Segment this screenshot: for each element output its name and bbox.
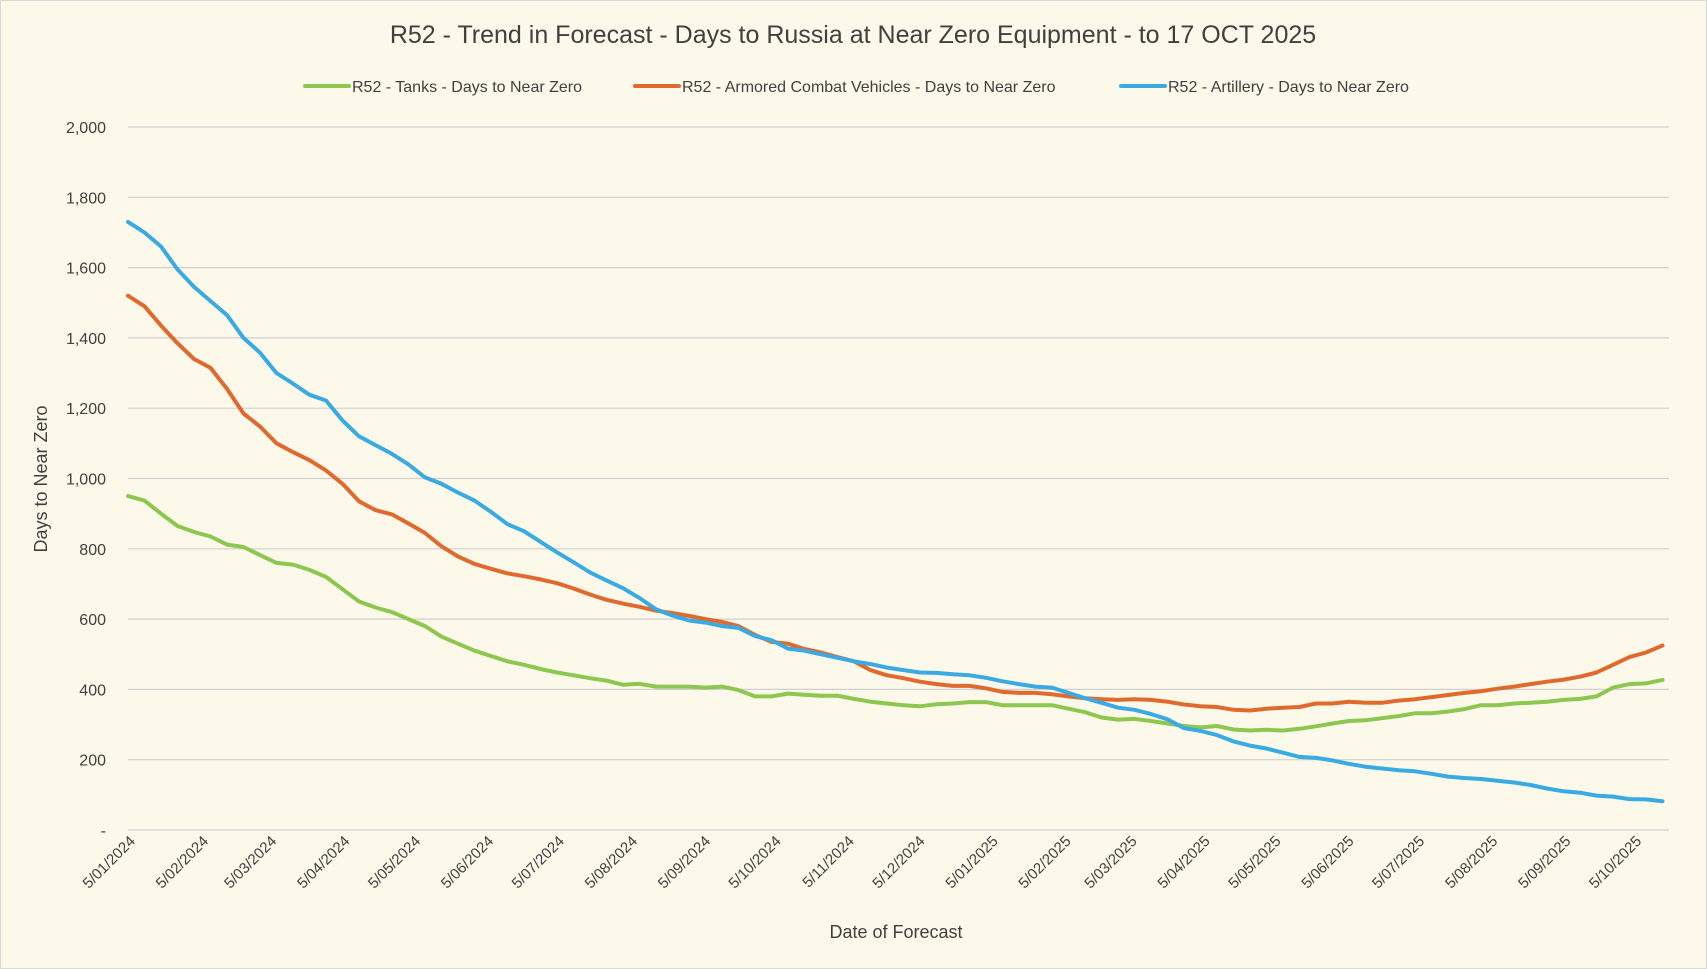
y-tick-label: 800 xyxy=(79,542,106,559)
x-axis-ticks: 5/01/2024 5/02/2024 5/03/2024 5/04/2024 5/05… xyxy=(80,833,1645,892)
y-tick-label: 1,200 xyxy=(66,401,106,418)
x-tick-label: 5/11/2024 xyxy=(799,833,857,891)
y-tick-label: 400 xyxy=(79,682,106,699)
legend-label-3: R52 - Artillery - Days to Near Zero xyxy=(1168,79,1409,96)
series-line-2 xyxy=(126,293,1665,713)
x-tick-label: 5/06/2024 xyxy=(438,833,497,892)
y-tick-label: 1,600 xyxy=(66,261,106,278)
x-tick-label: 5/07/2025 xyxy=(1369,833,1428,892)
x-tick-label: 5/10/2024 xyxy=(725,833,784,892)
x-tick-label: 5/10/2025 xyxy=(1586,833,1645,892)
y-tick-label: 1,400 xyxy=(66,331,106,348)
series-line-3 xyxy=(126,219,1665,804)
x-tick-label: 5/01/2024 xyxy=(80,833,139,892)
x-axis-title: Date of Forecast xyxy=(829,922,962,942)
x-tick-label: 5/09/2024 xyxy=(655,833,714,892)
x-tick-label: 5/04/2025 xyxy=(1154,833,1213,892)
y-tick-label: 1,000 xyxy=(66,472,106,489)
y-tick-label: 2,000 xyxy=(66,120,106,137)
x-tick-label: 5/02/2025 xyxy=(1015,833,1074,892)
legend: R52 - Tanks - Days to Near Zero R52 - Arm… xyxy=(303,79,1409,96)
series-lines xyxy=(126,219,1665,804)
y-tick-label: - xyxy=(101,823,106,840)
x-tick-label: 5/06/2025 xyxy=(1298,833,1357,892)
x-tick-label: 5/02/2024 xyxy=(153,833,212,892)
y-tick-label: 600 xyxy=(79,612,106,629)
x-tick-label: 5/12/2024 xyxy=(869,833,928,892)
x-tick-label: 5/07/2024 xyxy=(509,833,568,892)
x-tick-label: 5/09/2025 xyxy=(1515,833,1574,892)
x-tick-label: 5/03/2024 xyxy=(221,833,280,892)
x-tick-label: 5/04/2024 xyxy=(294,833,353,892)
series-line-1 xyxy=(126,494,1665,733)
x-tick-label: 5/05/2025 xyxy=(1225,833,1284,892)
x-tick-label: 5/08/2024 xyxy=(582,833,641,892)
x-tick-label: 5/03/2025 xyxy=(1081,833,1140,892)
y-axis-title: Days to Near Zero xyxy=(31,405,51,552)
y-axis-ticks: - 200 400 600 800 1,000 1,200 1,400 1,600 1,800 2,… xyxy=(66,120,106,840)
gridlines xyxy=(128,126,1669,831)
x-tick-label: 5/05/2024 xyxy=(365,833,424,892)
legend-label-1: R52 - Tanks - Days to Near Zero xyxy=(352,79,582,96)
y-tick-label: 1,800 xyxy=(66,190,106,207)
x-tick-label: 5/01/2025 xyxy=(942,833,1001,892)
legend-label-2: R52 - Armored Combat Vehicles - Days to … xyxy=(682,79,1056,96)
x-tick-label: 5/08/2025 xyxy=(1442,833,1501,892)
chart-title: R52 - Trend in Forecast - Days to Russia… xyxy=(390,21,1316,49)
y-tick-label: 200 xyxy=(79,753,106,770)
